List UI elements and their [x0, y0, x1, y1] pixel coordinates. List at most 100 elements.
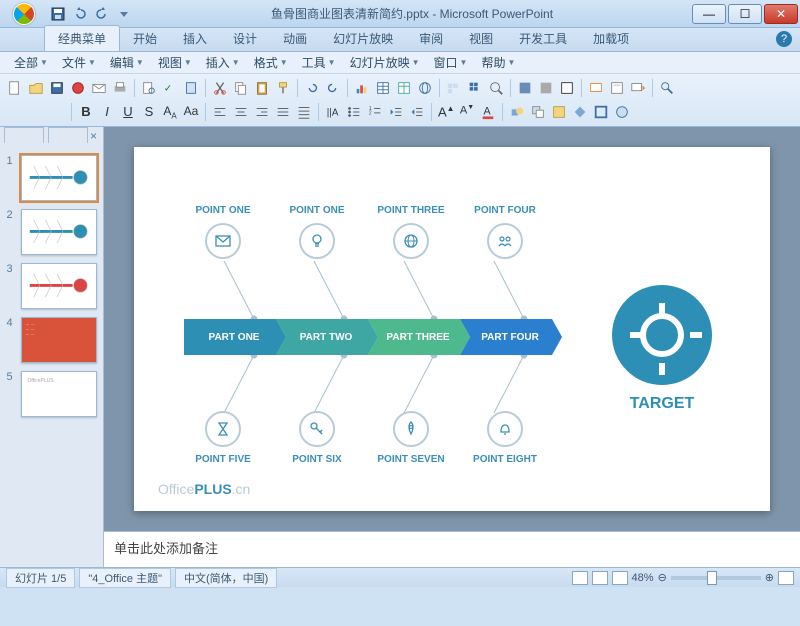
- chart-icon[interactable]: [353, 79, 371, 97]
- sorter-view-icon[interactable]: [592, 571, 608, 585]
- outline-tab[interactable]: [48, 127, 88, 143]
- increase-indent-icon[interactable]: [408, 103, 426, 121]
- slide[interactable]: POINT ONEPOINT ONEPOINT THREEPOINT FOUR: [134, 147, 770, 511]
- grid-icon[interactable]: [466, 79, 484, 97]
- copy-icon[interactable]: [232, 79, 250, 97]
- justify-icon[interactable]: [274, 103, 292, 121]
- undo-tb-icon[interactable]: [303, 79, 321, 97]
- thumbnail-4[interactable]: 4··· ······ ······ ···: [7, 317, 97, 363]
- fit-window-icon[interactable]: [778, 571, 794, 585]
- ribbon-tab-1[interactable]: 开始: [120, 26, 170, 51]
- paste-icon[interactable]: [253, 79, 271, 97]
- close-panel-icon[interactable]: ×: [90, 129, 97, 143]
- ribbon-tab-4[interactable]: 动画: [270, 26, 320, 51]
- font-color-icon[interactable]: A: [479, 103, 497, 121]
- layout-icon[interactable]: [608, 79, 626, 97]
- shape-outline-icon[interactable]: [592, 103, 610, 121]
- normal-view-icon[interactable]: [572, 571, 588, 585]
- underline-icon[interactable]: U: [119, 103, 137, 121]
- thumbnail-1[interactable]: 1: [7, 155, 97, 201]
- menu-1[interactable]: 文件 ▼: [56, 52, 102, 73]
- run-icon[interactable]: [629, 79, 647, 97]
- email-icon[interactable]: [90, 79, 108, 97]
- redo-icon[interactable]: [94, 6, 110, 22]
- menu-7[interactable]: 幻灯片放映 ▼: [344, 52, 426, 73]
- close-button[interactable]: ✕: [764, 4, 798, 24]
- text-direction-icon[interactable]: ||A: [324, 103, 342, 121]
- ribbon-tab-6[interactable]: 审阅: [406, 26, 456, 51]
- menu-9[interactable]: 帮助 ▼: [475, 52, 521, 73]
- permission-icon[interactable]: [69, 79, 87, 97]
- new-icon[interactable]: [6, 79, 24, 97]
- menu-4[interactable]: 插入 ▼: [200, 52, 246, 73]
- distribute-icon[interactable]: [295, 103, 313, 121]
- spelling-icon[interactable]: ✓: [161, 79, 179, 97]
- shadow-icon[interactable]: AA: [161, 103, 179, 121]
- zoom-slider[interactable]: [671, 576, 761, 580]
- print-icon[interactable]: [111, 79, 129, 97]
- save-icon[interactable]: [50, 6, 66, 22]
- strike-icon[interactable]: S: [140, 103, 158, 121]
- numbering-icon[interactable]: 12: [366, 103, 384, 121]
- ribbon-tab-8[interactable]: 开发工具: [506, 26, 580, 51]
- thumbnail-2[interactable]: 2: [7, 209, 97, 255]
- thumbnail-5[interactable]: 5OfficePLUS: [7, 371, 97, 417]
- ribbon-tab-9[interactable]: 加载项: [580, 26, 642, 51]
- ribbon-tab-5[interactable]: 幻灯片放映: [320, 26, 406, 51]
- open-icon[interactable]: [27, 79, 45, 97]
- align-center-icon[interactable]: [232, 103, 250, 121]
- color-box-icon[interactable]: [516, 79, 534, 97]
- decrease-font-icon[interactable]: A▼: [458, 103, 476, 121]
- ribbon-tab-2[interactable]: 插入: [170, 26, 220, 51]
- align-left-icon[interactable]: [211, 103, 229, 121]
- menu-0[interactable]: 全部 ▼: [8, 52, 54, 73]
- format-painter-icon[interactable]: [274, 79, 292, 97]
- bw-box-icon[interactable]: [558, 79, 576, 97]
- italic-icon[interactable]: I: [98, 103, 116, 121]
- menu-8[interactable]: 窗口 ▼: [428, 52, 474, 73]
- decrease-indent-icon[interactable]: [387, 103, 405, 121]
- quick-styles-icon[interactable]: [550, 103, 568, 121]
- table-icon[interactable]: [374, 79, 392, 97]
- research-icon[interactable]: [182, 79, 200, 97]
- notes-pane[interactable]: 单击此处添加备注: [104, 531, 800, 567]
- print-preview-icon[interactable]: [140, 79, 158, 97]
- find-icon[interactable]: [658, 79, 676, 97]
- zoom-level[interactable]: 48%: [632, 572, 654, 584]
- zoom-in-icon[interactable]: ⊕: [765, 571, 774, 584]
- shape-effects-icon[interactable]: [613, 103, 631, 121]
- office-button[interactable]: [4, 0, 44, 28]
- align-right-icon[interactable]: [253, 103, 271, 121]
- menu-3[interactable]: 视图 ▼: [152, 52, 198, 73]
- menu-6[interactable]: 工具 ▼: [296, 52, 342, 73]
- arrange-icon[interactable]: [529, 103, 547, 121]
- help-icon[interactable]: ?: [776, 31, 792, 47]
- shape-fill-icon[interactable]: [571, 103, 589, 121]
- ribbon-tab-7[interactable]: 视图: [456, 26, 506, 51]
- language-status[interactable]: 中文(简体，中国): [175, 568, 277, 588]
- ribbon-tab-0[interactable]: 经典菜单: [44, 25, 120, 51]
- menu-5[interactable]: 格式 ▼: [248, 52, 294, 73]
- maximize-button[interactable]: ☐: [728, 4, 762, 24]
- zoom-out-icon[interactable]: ⊖: [658, 571, 667, 584]
- change-case-icon[interactable]: Aa: [182, 103, 200, 121]
- increase-font-icon[interactable]: A▲: [437, 103, 455, 121]
- bold-icon[interactable]: B: [77, 103, 95, 121]
- menu-2[interactable]: 编辑 ▼: [104, 52, 150, 73]
- qat-dropdown-icon[interactable]: [116, 6, 132, 22]
- save-icon-tb[interactable]: [48, 79, 66, 97]
- tables-menu-icon[interactable]: [445, 79, 463, 97]
- gray-box-icon[interactable]: [537, 79, 555, 97]
- shapes-icon[interactable]: [508, 103, 526, 121]
- redo-tb-icon[interactable]: [324, 79, 342, 97]
- minimize-button[interactable]: —: [692, 4, 726, 24]
- cut-icon[interactable]: [211, 79, 229, 97]
- ribbon-tab-3[interactable]: 设计: [220, 26, 270, 51]
- zoom-icon[interactable]: [487, 79, 505, 97]
- thumbnail-3[interactable]: 3: [7, 263, 97, 309]
- slides-tab[interactable]: [4, 127, 44, 143]
- hyperlink-icon[interactable]: [416, 79, 434, 97]
- table-color-icon[interactable]: [395, 79, 413, 97]
- undo-icon[interactable]: [72, 6, 88, 22]
- new-slide-icon[interactable]: [587, 79, 605, 97]
